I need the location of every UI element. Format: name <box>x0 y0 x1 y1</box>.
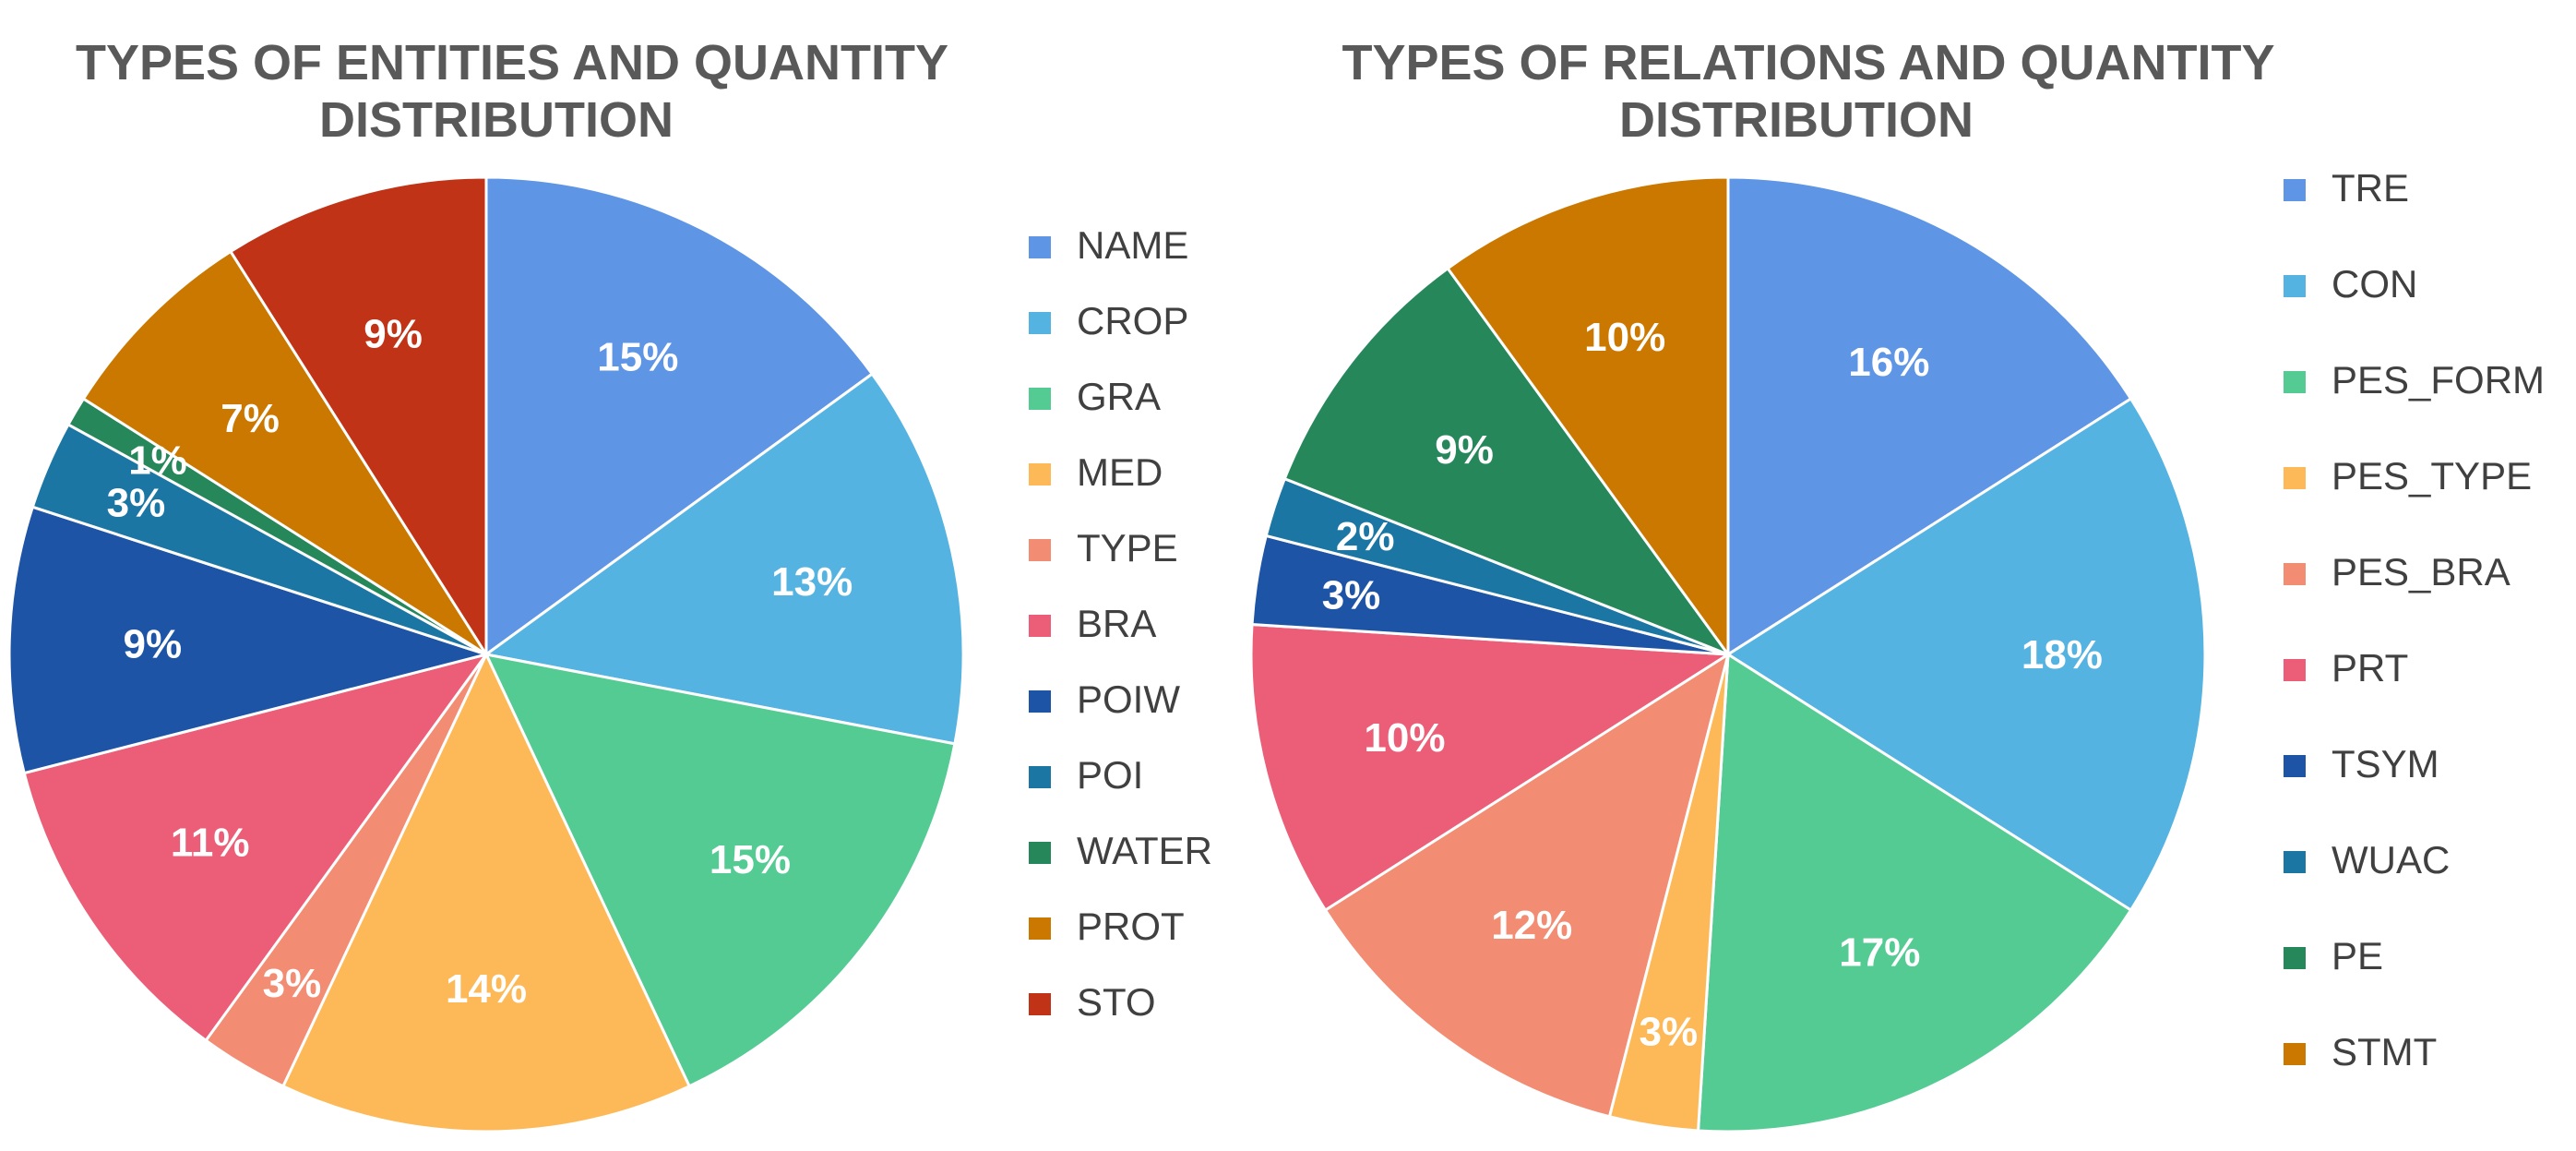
entities-pie-chart: TYPES OF ENTITIES AND QUANTITY DISTRIBUT… <box>7 35 1212 1133</box>
relations-legend-label-prt: PRT <box>2332 646 2408 689</box>
entities-legend: NAME CROP GRA MED TYPE BRA POIW POI WATER PROT STO <box>1029 223 1212 1024</box>
relations-legend-swatch-stmt <box>2284 1043 2306 1065</box>
entities-slice-label-name: 15% <box>597 335 678 380</box>
entities-legend-label-prot: PROT <box>1077 905 1185 948</box>
entities-slice-med <box>280 651 692 1133</box>
relations-legend-label-con: CON <box>2332 262 2417 306</box>
entities-slice-crop <box>483 372 965 746</box>
entities-slice-sto <box>228 175 488 660</box>
relations-legend: TRE CON PES_FORM PES_TYPE PES_BRA PRT TSYM WUAC… <box>2284 166 2545 1073</box>
entities-legend-swatch-poiw <box>1029 690 1051 713</box>
entities-legend-label-med: MED <box>1077 450 1163 494</box>
relations-slice-label-stmt: 10% <box>1584 315 1665 360</box>
relations-legend-swatch-tre <box>2284 179 2306 201</box>
relations-slice-label-pe: 9% <box>1435 427 1494 473</box>
entities-slice-label-water: 1% <box>128 438 187 483</box>
entities-slice-bra <box>22 652 490 1043</box>
entities-legend-label-type: TYPE <box>1077 526 1178 570</box>
entities-legend-label-poi: POI <box>1077 753 1143 797</box>
entities-legend-swatch-gra <box>1029 388 1051 410</box>
entities-legend-swatch-type <box>1029 539 1051 561</box>
entities-legend-label-sto: STO <box>1077 980 1156 1024</box>
relations-slice-pes-bra <box>1323 651 1731 1119</box>
relations-slice-con <box>1725 396 2207 913</box>
relations-chart-title-line-2: DISTRIBUTION <box>1619 92 1974 148</box>
relations-slice-tre <box>1726 175 2133 657</box>
entities-legend-swatch-prot <box>1029 917 1051 940</box>
relations-legend-swatch-wuac <box>2284 851 2306 873</box>
relations-slice-label-tre: 16% <box>1848 340 1929 385</box>
relations-legend-label-pes-type: PES_TYPE <box>2332 454 2532 498</box>
entities-slice-label-prot: 7% <box>221 396 280 441</box>
entities-slice-label-sto: 9% <box>364 311 423 356</box>
entities-legend-label-crop: CROP <box>1077 299 1188 342</box>
entities-legend-label-name: NAME <box>1077 223 1188 267</box>
relations-pie-slices <box>1249 175 2207 1133</box>
relations-legend-swatch-pes-type <box>2284 467 2306 489</box>
entities-chart-title-line-2: DISTRIBUTION <box>319 92 674 148</box>
entities-slice-poiw <box>7 505 492 775</box>
relations-slice-label-wuac: 2% <box>1336 514 1395 559</box>
relations-legend-label-pes-bra: PES_BRA <box>2332 550 2510 593</box>
entities-slice-label-crop: 13% <box>771 559 853 605</box>
relations-slice-stmt <box>1446 175 1730 659</box>
entities-legend-swatch-sto <box>1029 993 1051 1015</box>
entities-legend-swatch-bra <box>1029 615 1051 637</box>
entities-legend-swatch-name <box>1029 236 1051 258</box>
relations-pie-chart: TYPES OF RELATIONS AND QUANTITY DISTRIBU… <box>1249 35 2545 1133</box>
relations-slice-label-con: 18% <box>2021 632 2103 677</box>
relations-legend-swatch-con <box>2284 275 2306 297</box>
entities-slice-name <box>484 175 875 657</box>
relations-legend-label-pe: PE <box>2332 934 2383 977</box>
relations-legend-swatch-pe <box>2284 947 2306 969</box>
relations-legend-label-wuac: WUAC <box>2332 838 2450 881</box>
entities-pie-slice-labels: 15%13%15%14%3%11%9%3%1%7%9% <box>107 311 853 1011</box>
relations-pie-slice-labels: 16% 18% 17% 3% 12% 10% 3% 2% 9% 10% <box>1322 315 2103 1055</box>
relations-slice-label-tsym: 3% <box>1322 572 1381 617</box>
relations-legend-swatch-pes-bra <box>2284 563 2306 585</box>
relations-slice-label-pes-bra: 12% <box>1491 903 1572 948</box>
relations-legend-swatch-tsym <box>2284 755 2306 777</box>
entities-chart-title-line-1: TYPES OF ENTITIES AND QUANTITY <box>76 35 948 90</box>
relations-legend-swatch-pes-form <box>2284 371 2306 393</box>
entities-legend-label-gra: GRA <box>1077 375 1161 418</box>
entities-legend-swatch-poi <box>1029 766 1051 788</box>
relations-slice-pes-form <box>1696 652 2133 1133</box>
entities-legend-label-water: WATER <box>1077 829 1212 872</box>
entities-slice-label-med: 14% <box>446 966 527 1012</box>
relations-slice-label-pes-form: 17% <box>1839 929 1920 975</box>
entities-legend-swatch-water <box>1029 842 1051 864</box>
relations-slice-pe <box>1282 266 1733 658</box>
entities-slice-label-gra: 15% <box>710 837 791 882</box>
relations-slice-label-pes-type: 3% <box>1640 1010 1699 1055</box>
relations-chart-title-line-1: TYPES OF RELATIONS AND QUANTITY <box>1342 35 2274 90</box>
relations-slice-label-prt: 10% <box>1364 715 1445 761</box>
relations-legend-label-pes-form: PES_FORM <box>2332 358 2545 402</box>
relations-legend-label-stmt: STMT <box>2332 1030 2437 1073</box>
entities-slice-label-bra: 11% <box>171 820 250 865</box>
relations-slice-prt <box>1249 622 1733 913</box>
entities-legend-swatch-crop <box>1029 312 1051 334</box>
entities-slice-gra <box>483 652 957 1088</box>
entities-legend-label-poiw: POIW <box>1077 677 1180 721</box>
relations-legend-label-tre: TRE <box>2332 166 2409 210</box>
entities-pie-slices <box>7 175 965 1133</box>
entities-slice-label-poiw: 9% <box>123 622 182 667</box>
entities-slice-label-type: 3% <box>263 961 322 1006</box>
entities-legend-label-bra: BRA <box>1077 602 1156 645</box>
entities-slice-prot <box>81 249 488 656</box>
entities-legend-swatch-med <box>1029 463 1051 486</box>
entities-slice-label-poi: 3% <box>107 481 166 526</box>
relations-legend-swatch-prt <box>2284 659 2306 681</box>
relations-legend-label-tsym: TSYM <box>2332 742 2439 785</box>
